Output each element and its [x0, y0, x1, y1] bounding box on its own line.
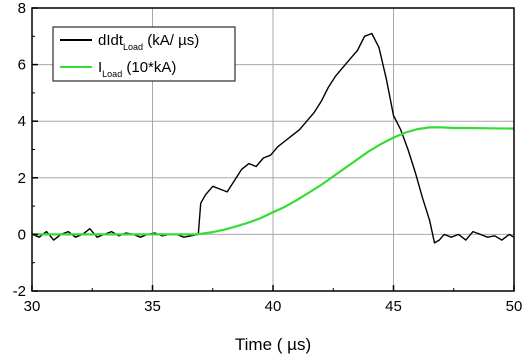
- x-tick-label: 40: [265, 298, 282, 315]
- y-tick-label: -2: [13, 283, 26, 300]
- tick-labels: 30 35 40 45 50 -2 0 2 4 6 8: [13, 0, 523, 315]
- y-tick-label: 8: [18, 0, 26, 17]
- legend-label-iload-sub: Load: [102, 69, 122, 79]
- x-tick-label: 50: [506, 298, 523, 315]
- ticks: [31, 7, 515, 292]
- y-tick-label: 6: [18, 57, 26, 74]
- y-tick-label: 4: [18, 113, 26, 130]
- legend-box: [52, 26, 236, 82]
- legend-label-didt-suffix: (kA/ µs): [143, 32, 199, 49]
- legend-label-iload: ILoad (10*kA): [98, 59, 176, 79]
- x-tick-label: 45: [385, 298, 402, 315]
- legend-label-didt: dIdtLoad (kA/ µs): [98, 32, 199, 52]
- y-tick-label: 0: [18, 226, 26, 243]
- legend-label-didt-main: dIdt: [98, 32, 124, 49]
- legend: dIdtLoad (kA/ µs) ILoad (10*kA): [52, 26, 236, 82]
- series-line-iload: [32, 126, 515, 236]
- legend-label-didt-sub: Load: [123, 42, 143, 52]
- x-tick-label: 30: [24, 298, 41, 315]
- legend-label-iload-suffix: (10*kA): [122, 59, 176, 76]
- x-axis-title: Time ( µs): [235, 335, 311, 354]
- y-tick-label: 2: [18, 170, 26, 187]
- legend-label-iload-main: I: [98, 59, 102, 76]
- x-tick-label: 35: [144, 298, 161, 315]
- series-layer: [31, 32, 515, 244]
